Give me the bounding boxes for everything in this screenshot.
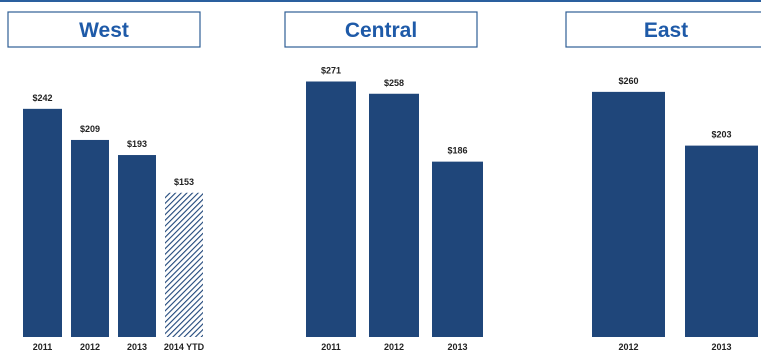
central-value-label-0: $271 xyxy=(321,66,341,76)
west-tick-label-0: 2011 xyxy=(33,342,53,352)
west-value-label-2: $193 xyxy=(127,139,147,149)
west-tick-label-3: 2014 YTD xyxy=(164,342,205,352)
central-tick-label-0: 2011 xyxy=(321,342,341,352)
east-tick-label-0: 2012 xyxy=(618,342,638,352)
east-title-box xyxy=(565,11,761,48)
east-value-label-0: $260 xyxy=(618,76,638,86)
east-bar-1 xyxy=(685,145,758,337)
east-bar-0 xyxy=(592,91,665,337)
west-bar-2 xyxy=(118,155,156,337)
west-tick-label-2: 2013 xyxy=(127,342,147,352)
central-tick-label-1: 2012 xyxy=(384,342,404,352)
east-tick-label-1: 2013 xyxy=(711,342,731,352)
central-bar-1 xyxy=(369,93,419,337)
central-title-box xyxy=(284,11,478,48)
west-bar-0 xyxy=(23,108,62,337)
west-title-box xyxy=(7,11,201,48)
central-value-label-1: $258 xyxy=(384,78,404,88)
west-value-label-3: $153 xyxy=(174,177,194,187)
west-value-label-1: $209 xyxy=(80,124,100,134)
east-value-label-1: $203 xyxy=(711,130,731,140)
west-panel-title: West xyxy=(79,19,129,42)
central-panel-title: Central xyxy=(345,19,417,42)
west-tick-label-1: 2012 xyxy=(80,342,100,352)
west-value-label-0: $242 xyxy=(32,93,52,103)
central-bar-0 xyxy=(306,81,356,338)
west-bar-3 xyxy=(165,192,203,337)
central-value-label-2: $186 xyxy=(447,146,467,156)
east-panel-title: East xyxy=(644,19,688,42)
west-bar-1 xyxy=(71,139,109,337)
central-bar-2 xyxy=(432,161,483,337)
central-tick-label-2: 2013 xyxy=(447,342,467,352)
top-rule xyxy=(0,0,761,2)
